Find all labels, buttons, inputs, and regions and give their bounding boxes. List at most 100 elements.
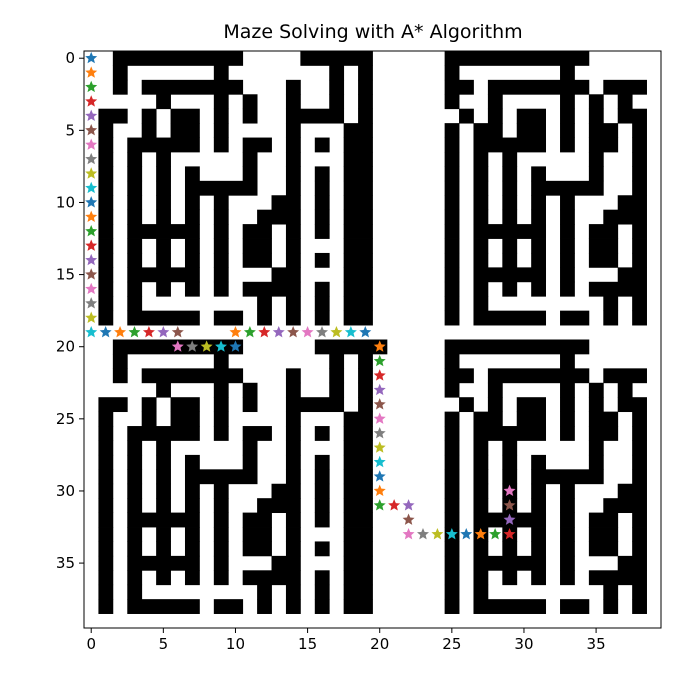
maze-wall-cell (617, 382, 633, 398)
maze-wall-cell (487, 368, 590, 384)
maze-wall-cell (156, 180, 171, 196)
maze-wall-cell (257, 296, 272, 312)
y-tick-label: 25 (56, 410, 75, 428)
path-star-marker (157, 325, 170, 338)
path-star-marker (99, 325, 112, 338)
maze-wall-cell (444, 252, 460, 268)
maze-wall-cell (459, 108, 474, 124)
maze-wall-cell (98, 599, 114, 614)
maze-wall-cell (487, 382, 503, 398)
maze-wall-cell (343, 426, 373, 441)
maze-wall-cell (127, 209, 143, 225)
maze-wall-cell (213, 411, 229, 427)
maze-wall-cell (588, 224, 619, 239)
path-star-marker (85, 253, 98, 266)
maze-wall-cell (285, 108, 345, 124)
maze-wall-cell (271, 195, 301, 211)
maze-wall-cell (257, 584, 272, 600)
maze-wall-cell (473, 570, 489, 586)
y-tick-label: 5 (65, 121, 75, 139)
maze-wall-cell (98, 195, 114, 211)
maze-wall-cell (127, 224, 200, 239)
maze-wall-cell (473, 483, 489, 499)
maze-wall-cell (213, 252, 229, 268)
maze-wall-cell (473, 281, 489, 297)
path-star-marker (85, 66, 98, 78)
maze-wall-cell (444, 296, 460, 312)
maze-wall-cell (314, 166, 330, 182)
maze-wall-cell (170, 123, 200, 138)
maze-wall-cell (473, 296, 489, 312)
path-star-marker (272, 325, 285, 338)
maze-wall-cell (343, 584, 373, 600)
maze-wall-cell (285, 224, 301, 239)
maze-wall-cell (588, 151, 604, 167)
maze-wall-cell (242, 281, 301, 297)
path-star-marker (128, 325, 141, 338)
maze-wall-cell (98, 469, 114, 485)
maze-wall-cell (444, 51, 590, 66)
maze-wall-cell (213, 570, 229, 586)
maze-wall-cell (213, 137, 229, 153)
maze-wall-cell (127, 454, 143, 470)
maze-wall-cell (444, 137, 460, 153)
path-star-marker (388, 499, 401, 511)
maze-wall-cell (632, 123, 647, 138)
maze-wall-cell (502, 180, 518, 196)
maze-wall-cell (473, 224, 547, 239)
maze-wall-cell (560, 65, 575, 81)
x-tick-label: 0 (86, 635, 96, 653)
maze-wall-cell (170, 411, 200, 427)
maze-wall-cell (473, 426, 547, 441)
maze-wall-cell (285, 94, 301, 110)
maze-wall-cell (588, 238, 619, 254)
maze-wall-cell (170, 397, 200, 413)
maze-wall-cell (112, 51, 244, 66)
maze-wall-cell (343, 527, 373, 542)
maze-wall-cell (588, 426, 619, 441)
path-star-marker (85, 51, 98, 64)
maze-wall-cell (257, 310, 272, 326)
y-tick-label: 10 (56, 193, 75, 211)
maze-wall-cell (112, 353, 128, 369)
maze-wall-cell (473, 267, 547, 283)
path-star-marker (489, 527, 502, 540)
maze-wall-cell (588, 94, 604, 110)
maze-wall-cell (98, 584, 114, 600)
maze-wall-cell (98, 238, 114, 254)
maze-wall-cell (285, 584, 301, 600)
maze-wall-cell (560, 94, 575, 110)
path-star-marker (417, 527, 429, 540)
maze-wall-cell (242, 108, 258, 124)
maze-wall-cell (560, 397, 575, 413)
path-star-marker (474, 527, 487, 540)
maze-wall-cell (314, 426, 330, 441)
maze-wall-cell (141, 108, 157, 124)
maze-wall-cell (127, 570, 143, 586)
y-tick-label: 0 (65, 49, 75, 67)
maze-wall-cell (98, 555, 114, 571)
maze-wall-cell (314, 180, 330, 196)
maze-wall-cell (213, 195, 229, 211)
maze-wall-cell (242, 397, 258, 413)
maze-wall-cell (632, 599, 647, 614)
path-star-marker (85, 138, 98, 150)
maze-wall-cell (213, 267, 229, 283)
maze-wall-cell (98, 512, 114, 528)
maze-wall-cell (112, 65, 128, 81)
maze-wall-cell (473, 180, 489, 196)
path-star-marker (373, 383, 386, 396)
maze-wall-cell (285, 151, 301, 167)
maze-wall-cell (502, 541, 518, 557)
maze-wall-cell (127, 166, 143, 182)
maze-wall-cell (127, 498, 143, 514)
maze-wall-cell (560, 137, 575, 153)
maze-wall-cell (444, 151, 460, 167)
path-star-marker (330, 325, 343, 338)
maze-wall-cell (560, 527, 575, 542)
maze-wall-cell (98, 166, 114, 182)
path-star-marker (503, 484, 516, 497)
maze-wall-cell (213, 397, 229, 413)
maze-wall-cell (285, 469, 301, 485)
maze-wall-cell (588, 570, 647, 586)
